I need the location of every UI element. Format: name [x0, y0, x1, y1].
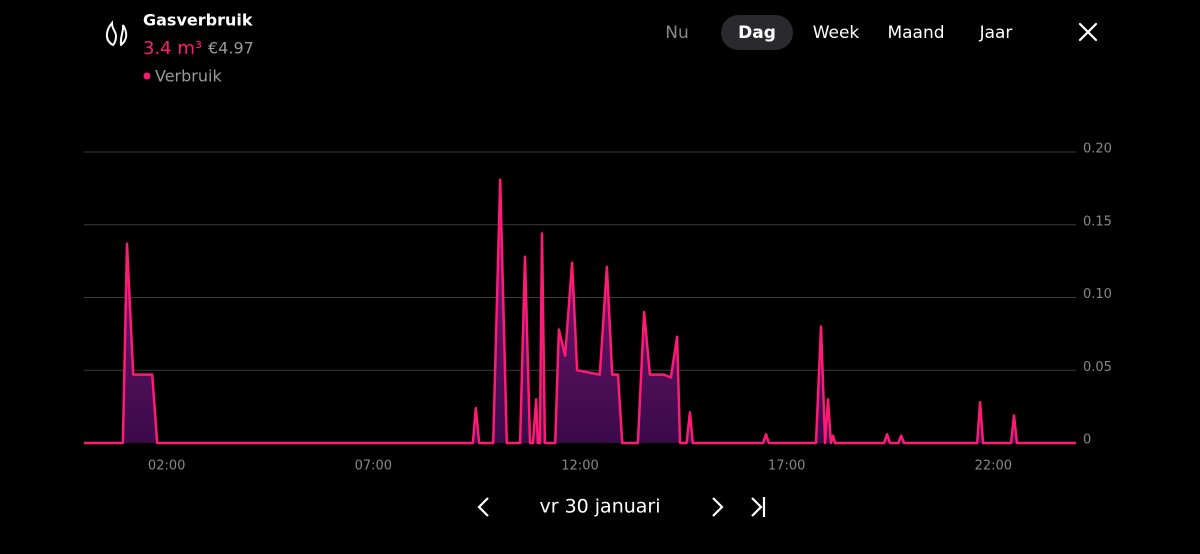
legend-label: Verbruik — [155, 67, 222, 86]
gas-amount: 3.4 m³ — [143, 38, 202, 59]
y-tick-label: 0.20 — [1083, 142, 1112, 157]
tab[interactable]: Dag — [738, 23, 776, 43]
date-label: vr 30 januari — [539, 496, 660, 518]
tab[interactable]: Maand — [887, 23, 944, 43]
x-tick-label: 17:00 — [768, 459, 805, 474]
gas-cost: €4.97 — [208, 39, 254, 58]
flame-icon — [105, 20, 128, 47]
tab[interactable]: Week — [813, 23, 860, 43]
y-tick-label: 0 — [1083, 433, 1091, 448]
close-button[interactable] — [1074, 18, 1102, 46]
app-title: Gasverbruik — [143, 11, 253, 30]
x-tick-label: 12:00 — [561, 459, 598, 474]
x-tick-label: 22:00 — [975, 459, 1012, 474]
last-day[interactable] — [751, 497, 766, 517]
next-day[interactable] — [712, 497, 724, 517]
y-tick-label: 0.05 — [1083, 360, 1112, 375]
tab[interactable]: Jaar — [979, 23, 1013, 43]
y-tick-label: 0.15 — [1083, 214, 1112, 229]
area-fill — [84, 179, 1076, 443]
x-tick-label: 02:00 — [148, 459, 185, 474]
legend-dot — [143, 72, 151, 80]
x-tick-label: 07:00 — [355, 459, 392, 474]
y-tick-label: 0.10 — [1083, 287, 1112, 302]
tab[interactable]: Nu — [665, 23, 689, 43]
line — [84, 178, 1076, 445]
previous-day[interactable] — [477, 497, 489, 517]
tab-selected-bg — [721, 15, 793, 50]
